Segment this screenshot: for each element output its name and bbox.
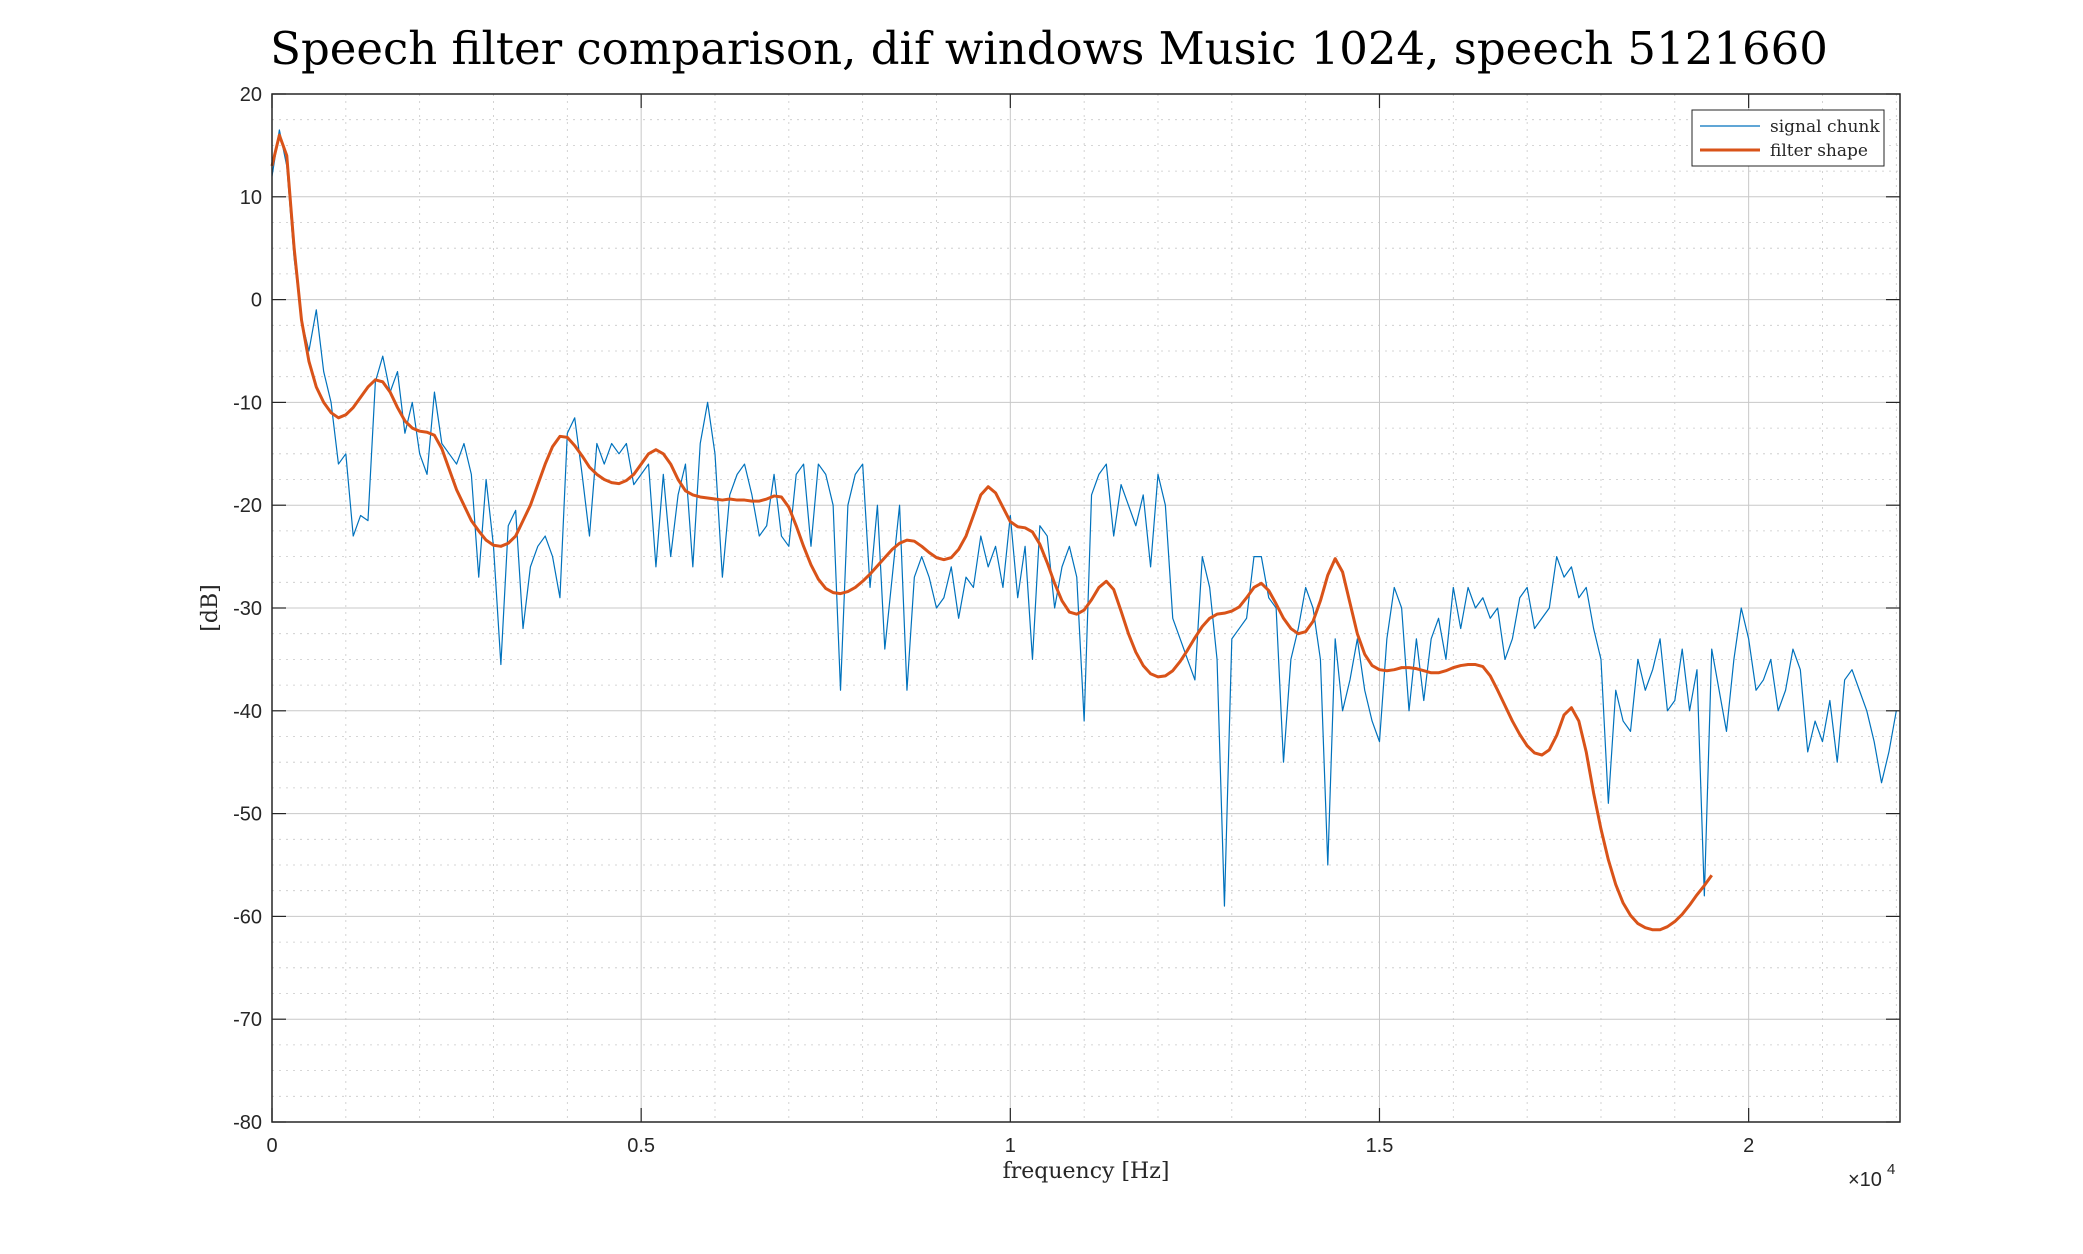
x-exponent: ×10 4 <box>1848 1161 1895 1191</box>
y-tick-label: -60 <box>233 906 262 928</box>
legend-filter-label: filter shape <box>1770 141 1868 161</box>
x-exponent-base: ×10 <box>1848 1169 1882 1191</box>
y-tick-label: -70 <box>233 1009 262 1031</box>
y-tick-label: -50 <box>233 804 262 826</box>
y-tick-label: 0 <box>251 290 262 312</box>
y-axis-label: [dB] <box>198 584 223 631</box>
x-tick-label: 1 <box>1005 1135 1016 1157</box>
y-tick-label: -40 <box>233 701 262 723</box>
x-tick-label: 0 <box>266 1135 277 1157</box>
x-axis-label: frequency [Hz] <box>1003 1159 1170 1184</box>
x-tick-label: 2 <box>1743 1135 1754 1157</box>
y-tick-label: 10 <box>240 187 262 209</box>
x-tick-labels: 0 0.5 1 1.5 2 <box>266 1135 1754 1157</box>
filter-shape-line <box>270 133 1713 932</box>
minor-grid <box>272 94 1900 1122</box>
axis-ticks <box>271 93 1900 1123</box>
chart-title: Speech filter comparison, dif windows Mu… <box>270 22 1828 75</box>
signal-chunk-line <box>271 129 1897 907</box>
y-tick-labels: 20 10 0 -10 -20 -30 -40 -50 -60 -70 -80 <box>233 84 262 1134</box>
x-tick-label: 0.5 <box>627 1135 655 1157</box>
y-tick-label: -30 <box>233 598 262 620</box>
y-tick-label: -80 <box>233 1112 262 1134</box>
legend: signal chunk filter shape <box>1691 109 1885 167</box>
y-tick-label: -10 <box>233 392 262 414</box>
x-exponent-power: 4 <box>1887 1161 1895 1178</box>
x-tick-label: 1.5 <box>1366 1135 1394 1157</box>
series-layer <box>270 129 1897 932</box>
legend-box <box>1691 109 1885 167</box>
y-tick-label: -20 <box>233 495 262 517</box>
legend-signal-label: signal chunk <box>1770 117 1880 137</box>
y-tick-label: 20 <box>240 84 262 106</box>
